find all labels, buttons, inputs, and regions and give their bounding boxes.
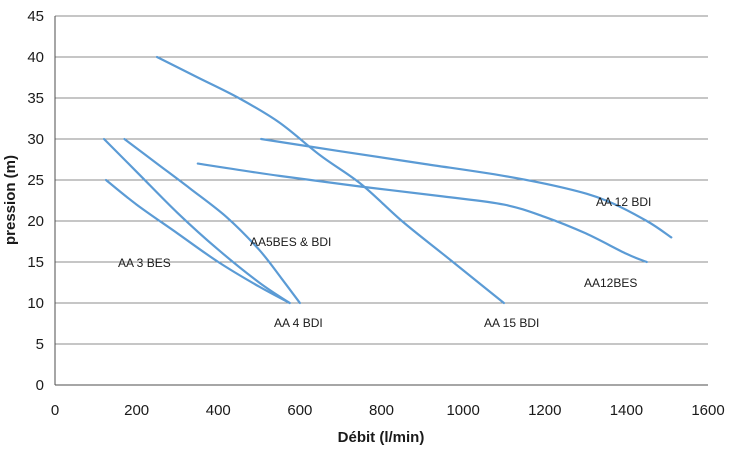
series-line-aa-3-bes bbox=[104, 178, 291, 305]
x-axis-title: Débit (l/min) bbox=[338, 429, 425, 446]
series-line-aa-4-bdi bbox=[102, 137, 291, 305]
y-tick-label: 40 bbox=[27, 49, 44, 66]
y-tick-label: 20 bbox=[27, 213, 44, 230]
annotation-aa12bes: AA12BES bbox=[584, 276, 637, 290]
series-lines bbox=[102, 55, 673, 305]
x-tick-label: 600 bbox=[287, 402, 312, 419]
y-tick-label: 15 bbox=[27, 254, 44, 271]
series-line-aa5bes-bdi bbox=[123, 137, 301, 305]
x-tick-label: 0 bbox=[51, 402, 59, 419]
x-tick-label: 1400 bbox=[610, 402, 643, 419]
y-tick-label: 35 bbox=[27, 90, 44, 107]
series-line-aa-15-bdi bbox=[155, 55, 505, 305]
y-tick-label: 5 bbox=[36, 336, 44, 353]
x-tick-labels: 0 200 400 600 800 1000 1200 1400 1600 bbox=[51, 402, 725, 419]
x-tick-label: 1600 bbox=[691, 402, 724, 419]
x-tick-label: 1200 bbox=[528, 402, 561, 419]
y-axis-title: pression (m) bbox=[2, 155, 19, 245]
y-tick-label: 0 bbox=[36, 377, 44, 394]
annotation-aa-3-bes: AA 3 BES bbox=[118, 256, 171, 270]
horizontal-grid bbox=[55, 15, 708, 345]
y-tick-label: 25 bbox=[27, 172, 44, 189]
annotation-aa-12-bdi: AA 12 BDI bbox=[596, 195, 651, 209]
y-tick-label: 45 bbox=[27, 8, 44, 25]
y-tick-labels: 0 5 10 15 20 25 30 35 40 45 bbox=[27, 8, 44, 394]
series-line-aa12bes bbox=[196, 162, 648, 264]
series-annotations: AA 3 BES AA 4 BDI AA5BES & BDI AA 15 BDI… bbox=[118, 195, 651, 330]
series-line-aa-12-bdi bbox=[260, 137, 673, 239]
annotation-aa-4-bdi: AA 4 BDI bbox=[274, 316, 323, 330]
annotation-aa-15-bdi: AA 15 BDI bbox=[484, 316, 539, 330]
annotation-aa5bes-bdi: AA5BES & BDI bbox=[250, 235, 331, 249]
y-tick-label: 30 bbox=[27, 131, 44, 148]
x-tick-label: 1000 bbox=[446, 402, 479, 419]
y-tick-label: 10 bbox=[27, 295, 44, 312]
x-tick-label: 400 bbox=[206, 402, 231, 419]
axes bbox=[54, 16, 708, 386]
x-tick-label: 800 bbox=[369, 402, 394, 419]
x-tick-label: 200 bbox=[124, 402, 149, 419]
